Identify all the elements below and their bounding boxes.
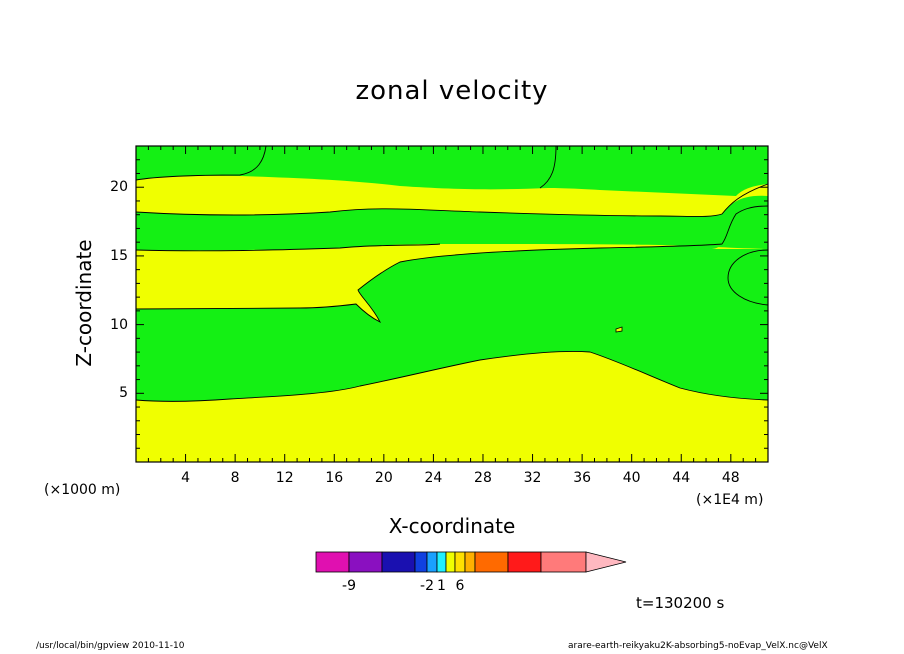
plot-frame — [135, 145, 769, 463]
small-island — [615, 326, 623, 333]
x-unit-right-label: (×1E4 m) — [696, 492, 764, 508]
x-tick-label: 28 — [474, 470, 492, 486]
x-tick-label: 20 — [374, 470, 393, 486]
colorbar-label: -9 — [342, 578, 356, 594]
colorbar-label: 6 — [455, 578, 465, 594]
x-tick-label: 36 — [573, 470, 592, 486]
colorbar-segment — [414, 551, 428, 573]
top-right-green — [540, 146, 768, 196]
contour-lines — [135, 145, 769, 402]
time-label: t=130200 s — [636, 594, 725, 612]
x-tick-label: 4 — [181, 470, 191, 486]
colorbar-segment — [426, 551, 438, 573]
colorbar-segment — [507, 551, 542, 573]
x-axis-ticks — [147, 146, 757, 462]
y-axis-ticks — [136, 159, 768, 449]
y-tick-label: 15 — [110, 247, 128, 264]
x-tick-label: 48 — [721, 470, 740, 486]
colorbar-extension — [585, 551, 627, 573]
colorbar-segment — [464, 551, 476, 573]
x-tick-label: 44 — [672, 470, 691, 486]
y-axis-label: Z-coordinate — [72, 239, 96, 367]
colorbar-segment — [445, 551, 456, 573]
x-unit-label: (×1000 m) — [44, 482, 121, 498]
colorbar-segment — [436, 551, 447, 573]
x-tick-label: 8 — [230, 470, 240, 486]
chart-title: zonal velocity — [355, 76, 549, 106]
top-left-green — [136, 146, 266, 180]
colorbar-segment — [454, 551, 466, 573]
x-tick-label: 40 — [622, 470, 641, 486]
footer-right: arare-earth-reikyaku2K-absorbing5-noEvap… — [568, 641, 828, 651]
colorbar — [315, 551, 627, 573]
colorbar-label: -2 — [420, 578, 434, 594]
band-top-yellow — [136, 175, 768, 217]
colorbar-segment — [474, 551, 509, 573]
band-bottom-yellow — [136, 351, 768, 462]
footer-left: /usr/local/bin/gpview 2010-11-10 — [36, 641, 185, 651]
x-tick-label: 32 — [523, 470, 542, 486]
y-tick-label: 5 — [119, 385, 128, 402]
band-lower-green — [136, 244, 768, 402]
colorbar-segment — [315, 551, 350, 573]
x-tick-label: 24 — [424, 470, 443, 486]
y-tick-label: 20 — [110, 179, 128, 196]
x-axis-label: X-coordinate — [388, 514, 516, 538]
colorbar-segment — [381, 551, 416, 573]
x-tick-label: 16 — [325, 470, 344, 486]
y-tick-label: 10 — [110, 316, 128, 333]
colorbar-segment — [540, 551, 587, 573]
colorbar-label: 1 — [437, 578, 446, 594]
x-tick-label: 12 — [275, 470, 294, 486]
colorbar-segment — [348, 551, 383, 573]
